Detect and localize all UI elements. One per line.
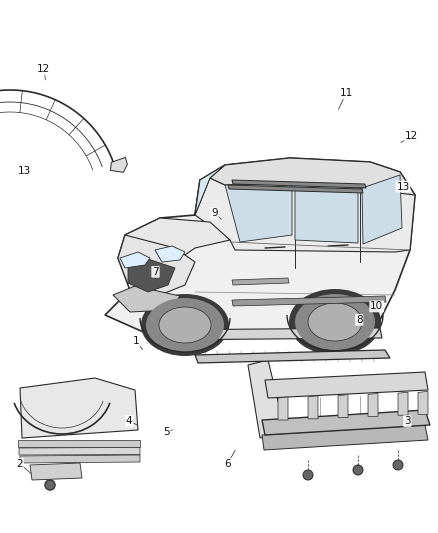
Polygon shape bbox=[368, 393, 378, 416]
Polygon shape bbox=[232, 180, 366, 188]
Polygon shape bbox=[18, 440, 140, 447]
Circle shape bbox=[393, 460, 403, 470]
Polygon shape bbox=[118, 235, 195, 295]
Text: 12: 12 bbox=[37, 64, 50, 74]
Ellipse shape bbox=[342, 424, 349, 429]
Polygon shape bbox=[20, 378, 138, 438]
Ellipse shape bbox=[311, 425, 318, 430]
Polygon shape bbox=[295, 184, 358, 243]
Polygon shape bbox=[362, 175, 402, 244]
Polygon shape bbox=[278, 397, 288, 420]
Polygon shape bbox=[125, 218, 230, 262]
Polygon shape bbox=[195, 165, 225, 215]
Polygon shape bbox=[120, 252, 150, 268]
Ellipse shape bbox=[141, 294, 229, 356]
Polygon shape bbox=[418, 391, 428, 414]
Ellipse shape bbox=[146, 298, 224, 352]
Circle shape bbox=[45, 480, 55, 490]
Ellipse shape bbox=[295, 294, 375, 350]
Polygon shape bbox=[262, 425, 428, 450]
Polygon shape bbox=[210, 158, 415, 195]
Ellipse shape bbox=[282, 425, 289, 431]
Text: 11: 11 bbox=[339, 88, 353, 98]
Text: 2: 2 bbox=[16, 459, 23, 469]
Text: 12: 12 bbox=[405, 131, 418, 141]
Polygon shape bbox=[20, 455, 140, 463]
Text: 13: 13 bbox=[18, 166, 31, 175]
Text: 13: 13 bbox=[396, 182, 410, 191]
Polygon shape bbox=[195, 172, 415, 252]
Polygon shape bbox=[150, 328, 382, 340]
Text: 4: 4 bbox=[126, 416, 133, 426]
Polygon shape bbox=[398, 392, 408, 415]
Polygon shape bbox=[308, 396, 318, 419]
Circle shape bbox=[303, 470, 313, 480]
Polygon shape bbox=[19, 448, 140, 455]
Text: 6: 6 bbox=[224, 459, 231, 469]
Polygon shape bbox=[248, 360, 285, 438]
Text: 7: 7 bbox=[152, 267, 159, 277]
Circle shape bbox=[353, 465, 363, 475]
Text: 1: 1 bbox=[132, 336, 139, 346]
Polygon shape bbox=[225, 184, 292, 242]
Polygon shape bbox=[105, 158, 415, 340]
Polygon shape bbox=[265, 372, 428, 398]
Polygon shape bbox=[228, 185, 363, 193]
Text: 3: 3 bbox=[404, 416, 411, 426]
Text: 9: 9 bbox=[211, 208, 218, 218]
Polygon shape bbox=[232, 296, 386, 306]
Ellipse shape bbox=[159, 307, 211, 343]
Polygon shape bbox=[262, 410, 430, 435]
Ellipse shape bbox=[402, 423, 409, 427]
Polygon shape bbox=[110, 157, 127, 172]
Text: 10: 10 bbox=[370, 302, 383, 311]
Polygon shape bbox=[128, 258, 175, 292]
Polygon shape bbox=[30, 463, 82, 480]
Text: 5: 5 bbox=[163, 427, 170, 437]
Ellipse shape bbox=[308, 303, 362, 341]
Polygon shape bbox=[232, 278, 289, 285]
Polygon shape bbox=[195, 350, 390, 363]
Ellipse shape bbox=[289, 289, 381, 355]
Polygon shape bbox=[155, 246, 185, 262]
Ellipse shape bbox=[371, 423, 378, 428]
Polygon shape bbox=[338, 394, 348, 417]
Polygon shape bbox=[113, 286, 180, 312]
Text: 8: 8 bbox=[356, 315, 363, 325]
